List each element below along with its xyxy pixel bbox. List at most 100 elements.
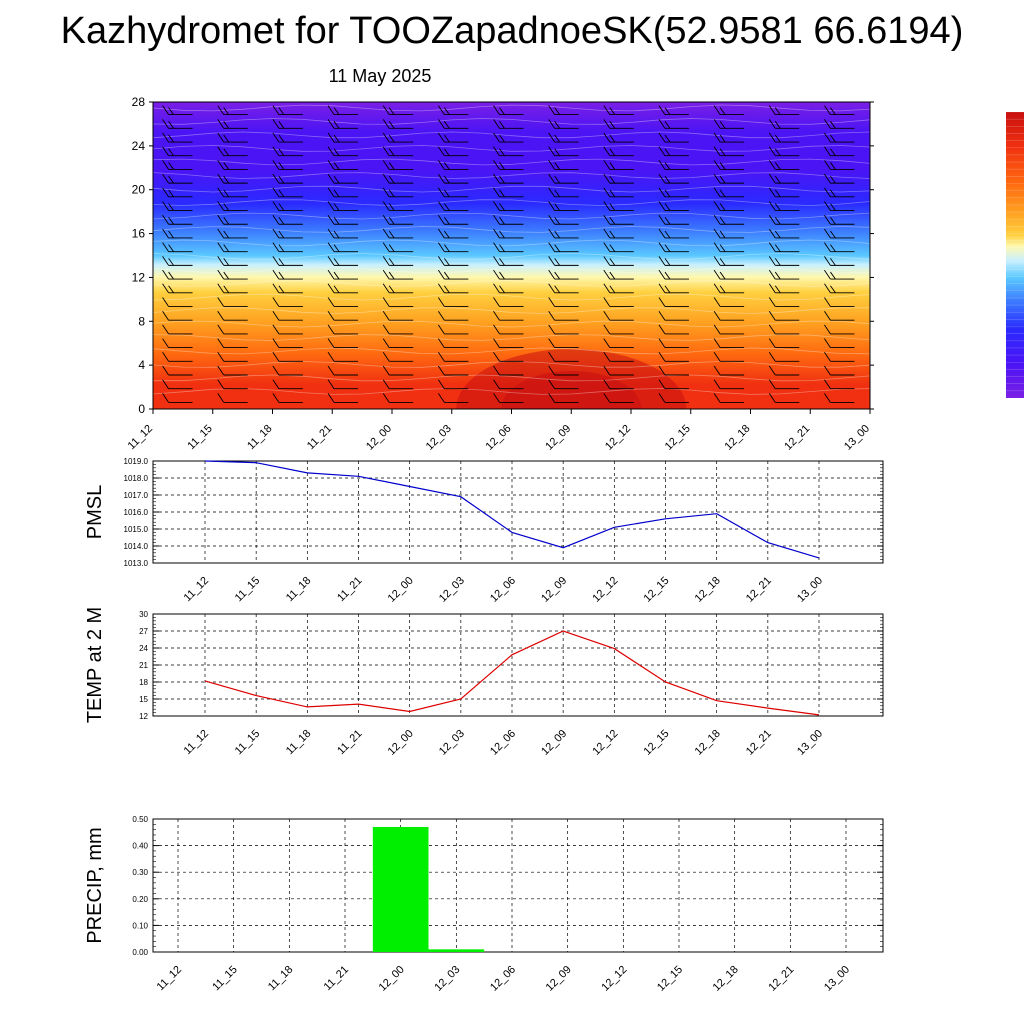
wind-barb: [217, 242, 248, 253]
wind-barb: [437, 242, 469, 253]
wind-barb: [603, 352, 634, 362]
y-tick-label: 24: [132, 139, 146, 153]
wind-barb: [327, 283, 359, 294]
wind-barb: [382, 201, 414, 211]
wind-barb: [217, 379, 248, 390]
wind-barb: [162, 310, 193, 321]
x-tick-label: 12_21: [782, 423, 812, 453]
wind-barb: [824, 146, 855, 157]
wind-barb: [272, 187, 303, 198]
wind-barb: [217, 393, 248, 403]
wind-barb: [824, 160, 855, 170]
wind-barb: [382, 215, 414, 225]
wind-barb: [548, 283, 579, 294]
wind-barb: [768, 283, 800, 294]
wind-barb: [768, 310, 800, 321]
wind-barb: [603, 379, 634, 390]
x-tick-label: 11_21: [305, 423, 335, 453]
wind-barb: [437, 365, 469, 376]
wind-barb: [162, 283, 193, 294]
wind-barb: [272, 119, 303, 129]
x-tick-label: 12_00: [386, 728, 416, 758]
wind-barb: [713, 310, 745, 321]
x-tick-label: 12_03: [437, 728, 467, 758]
wind-barb: [217, 228, 248, 239]
wind-barb: [768, 132, 800, 143]
wind-barb: [272, 283, 303, 294]
wind-barb: [493, 132, 524, 143]
wind-barb: [603, 269, 634, 280]
wind-barb: [162, 393, 193, 403]
y-tick-label: 1013.0: [124, 559, 149, 568]
wind-barb: [713, 393, 745, 403]
x-tick-label: 12_18: [693, 575, 723, 605]
wind-barb: [658, 119, 689, 129]
y-tick-label: 16: [132, 227, 146, 241]
wind-barb: [272, 338, 303, 349]
wind-barb: [603, 105, 634, 116]
wind-barb: [603, 365, 634, 376]
wind-barb: [658, 310, 689, 321]
wind-barb: [603, 173, 634, 184]
x-tick-label: 11_18: [266, 964, 296, 994]
panel-frame: [152, 818, 884, 953]
wind-barb: [713, 105, 745, 116]
wind-barb: [382, 324, 414, 335]
wind-barb: [272, 310, 303, 321]
wind-barb: [768, 173, 800, 184]
wind-barb: [217, 283, 248, 294]
wind-barb: [603, 297, 634, 307]
x-tick-label: 11_15: [233, 575, 263, 605]
wind-barb: [493, 283, 524, 294]
x-tick-label: 11_18: [284, 728, 314, 758]
wind-barb: [768, 160, 800, 170]
wind-barb: [603, 187, 634, 198]
x-tick-label: 12_12: [599, 964, 629, 994]
wind-barb: [548, 132, 579, 143]
wind-barb: [603, 228, 634, 239]
x-tick-label: 12_09: [539, 575, 569, 605]
wind-barbs: [162, 105, 855, 403]
x-tick-label: 12_12: [590, 575, 620, 605]
wind-barb: [768, 365, 800, 376]
wind-barb: [548, 393, 579, 403]
cross-section-heatmap: 0 4 8 12 16 20 24 28 11_12 11_15 11_18 11_21 12_00 12…: [126, 95, 874, 453]
wind-barb: [713, 256, 745, 266]
wind-barb: [217, 365, 248, 376]
wind-barb: [437, 201, 469, 211]
wind-barb: [327, 365, 359, 376]
wind-barb: [493, 269, 524, 280]
wind-barb: [603, 146, 634, 157]
wind-barb: [658, 146, 689, 157]
wind-barb: [437, 228, 469, 239]
wind-barb: [493, 201, 524, 211]
wind-barb: [217, 256, 248, 266]
wind-barb: [824, 256, 855, 266]
wind-barb: [548, 379, 579, 390]
wind-barb: [768, 146, 800, 157]
wind-barb: [493, 365, 524, 376]
wind-barb: [658, 393, 689, 403]
series-line: [204, 630, 820, 716]
wind-barb: [658, 365, 689, 376]
wind-barb: [272, 269, 303, 280]
wind-barb: [658, 338, 689, 349]
wind-barb: [824, 215, 855, 225]
wind-barb: [272, 256, 303, 266]
wind-barb: [658, 215, 689, 225]
wind-barb: [658, 187, 689, 198]
wind-barb: [272, 365, 303, 376]
wind-barb: [768, 119, 800, 129]
y-tick-label: 0.30: [132, 868, 148, 877]
wind-barb: [327, 228, 359, 239]
wind-barb: [824, 324, 855, 335]
y-tick-label: 1015.0: [124, 525, 149, 534]
y-tick-label: 0.20: [132, 895, 148, 904]
x-tick-label: 12_15: [663, 423, 693, 453]
wind-barb: [713, 201, 745, 211]
wind-barb: [713, 283, 745, 294]
x-tick-label: 11_21: [322, 964, 352, 994]
wind-barb: [713, 146, 745, 157]
wind-barb: [162, 105, 193, 116]
wind-barb: [713, 160, 745, 170]
